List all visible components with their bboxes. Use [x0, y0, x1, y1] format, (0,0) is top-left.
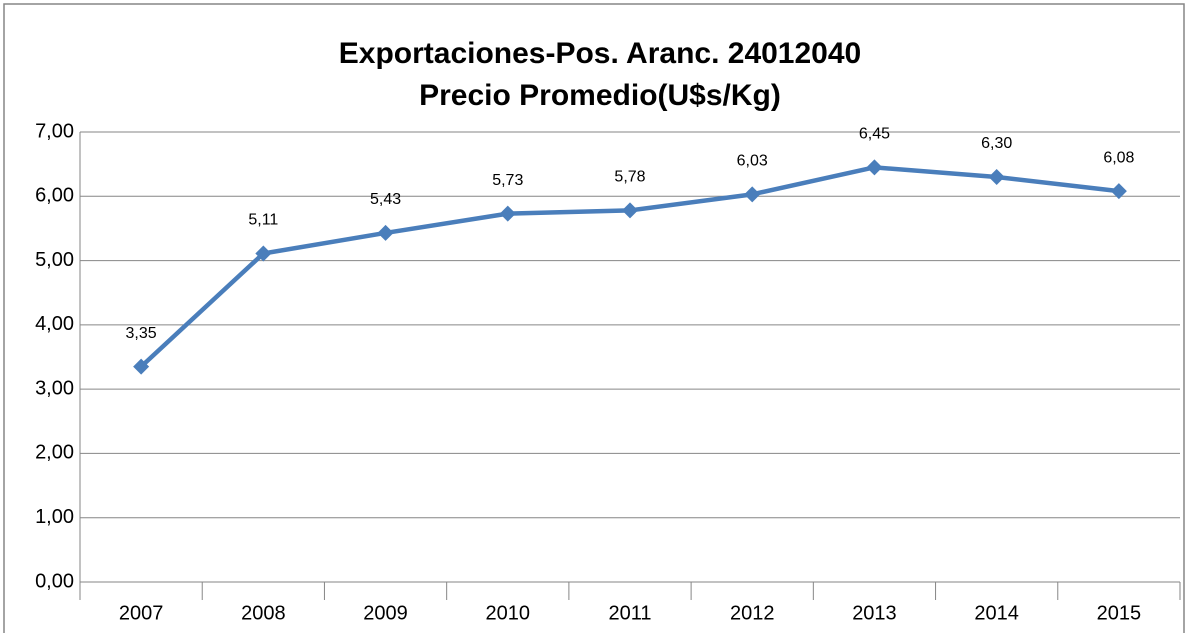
x-tick-label: 2014: [974, 602, 1019, 624]
data-point: [988, 169, 1005, 185]
x-tick-label: 2011: [608, 602, 651, 624]
data-point: [377, 224, 394, 241]
data-point: [744, 186, 761, 203]
y-tick-label: 7,00: [35, 120, 74, 142]
data-label: 5,78: [614, 169, 645, 186]
data-label: 3,35: [126, 325, 157, 342]
x-tick-label: 2007: [119, 602, 164, 624]
x-tick-label: 2015: [1097, 602, 1142, 624]
data-point: [622, 202, 638, 219]
data-label: 5,43: [370, 191, 401, 208]
data-label: 5,73: [492, 172, 523, 189]
chart-subtitle: Precio Promedio(U$s/Kg): [419, 79, 781, 112]
data-label: 6,30: [981, 135, 1012, 152]
y-tick-label: 3,00: [35, 377, 74, 399]
y-tick-label: 1,00: [35, 506, 74, 528]
chart-frame: [3, 3, 1185, 633]
chart-title: Exportaciones-Pos. Aranc. 24012040: [339, 37, 861, 70]
y-tick-label: 6,00: [35, 185, 74, 207]
x-tick-label: 2012: [730, 602, 775, 624]
x-tick-label: 2008: [241, 602, 286, 624]
data-point: [499, 205, 516, 222]
data-point: [133, 358, 150, 375]
x-tick-label: 2010: [486, 602, 531, 624]
data-label: 6,08: [1103, 149, 1134, 166]
data-label: 6,45: [859, 126, 890, 143]
x-tick-label: 2009: [363, 602, 408, 624]
data-label: 5,11: [248, 212, 278, 229]
data-point: [1110, 183, 1127, 200]
x-tick-label: 2013: [852, 602, 897, 624]
data-point: [866, 159, 883, 176]
data-point: [255, 245, 272, 262]
line-series: [139, 165, 1120, 369]
y-tick-label: 0,00: [35, 570, 74, 592]
y-tick-label: 4,00: [35, 313, 74, 335]
data-label: 6,03: [737, 153, 768, 170]
y-tick-label: 2,00: [35, 442, 74, 464]
y-tick-label: 5,00: [35, 249, 74, 271]
